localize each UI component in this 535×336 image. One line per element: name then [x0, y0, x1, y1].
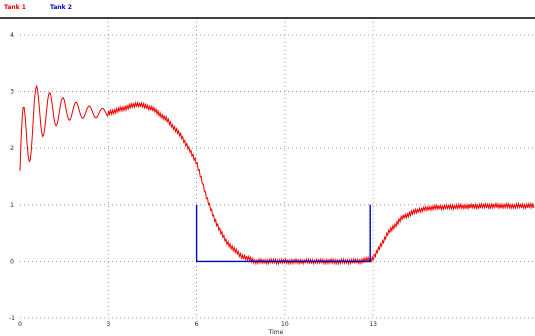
- x-tick-label: 3: [106, 321, 110, 328]
- y-tick-label: 1: [10, 202, 14, 209]
- legend-entry: Tank 1: [4, 4, 26, 11]
- y-tick-label: 0: [10, 258, 14, 265]
- legend-entry: Tank 2: [50, 4, 72, 11]
- series-line-tank-2: [195, 204, 371, 263]
- x-tick-label: 13: [369, 321, 377, 328]
- series-line-tank-1: [19, 84, 535, 266]
- x-tick-label: 0: [18, 321, 22, 328]
- y-tick-label: 4: [10, 32, 14, 39]
- series-layer: [19, 84, 535, 266]
- y-tick-label: -1: [9, 315, 15, 322]
- y-tick-label: 3: [10, 89, 14, 96]
- x-tick-label: 10: [281, 321, 289, 328]
- x-axis-label: Time: [268, 329, 284, 336]
- y-tick-label: 2: [10, 145, 14, 152]
- grid: [20, 18, 535, 319]
- x-tick-label: 6: [195, 321, 199, 328]
- legend: Tank 1 Tank 2: [4, 4, 72, 11]
